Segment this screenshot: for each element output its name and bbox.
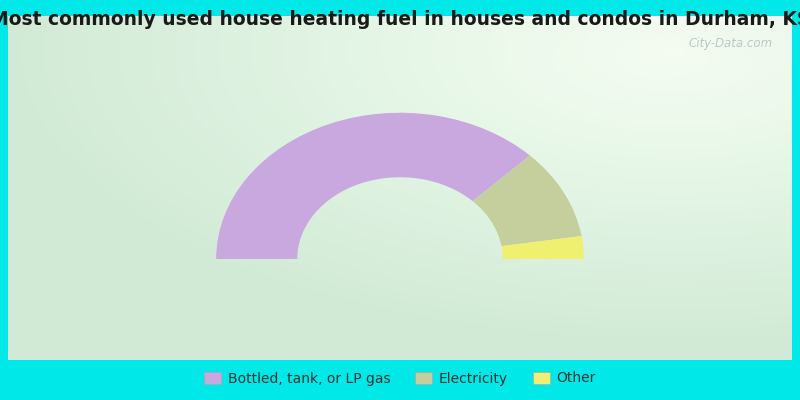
Legend: Bottled, tank, or LP gas, Electricity, Other: Bottled, tank, or LP gas, Electricity, O…	[198, 366, 602, 391]
Text: Most commonly used house heating fuel in houses and condos in Durham, KS: Most commonly used house heating fuel in…	[0, 10, 800, 29]
Wedge shape	[473, 156, 582, 246]
Text: City-Data.com: City-Data.com	[689, 38, 773, 50]
Wedge shape	[502, 236, 584, 259]
Wedge shape	[216, 113, 530, 259]
